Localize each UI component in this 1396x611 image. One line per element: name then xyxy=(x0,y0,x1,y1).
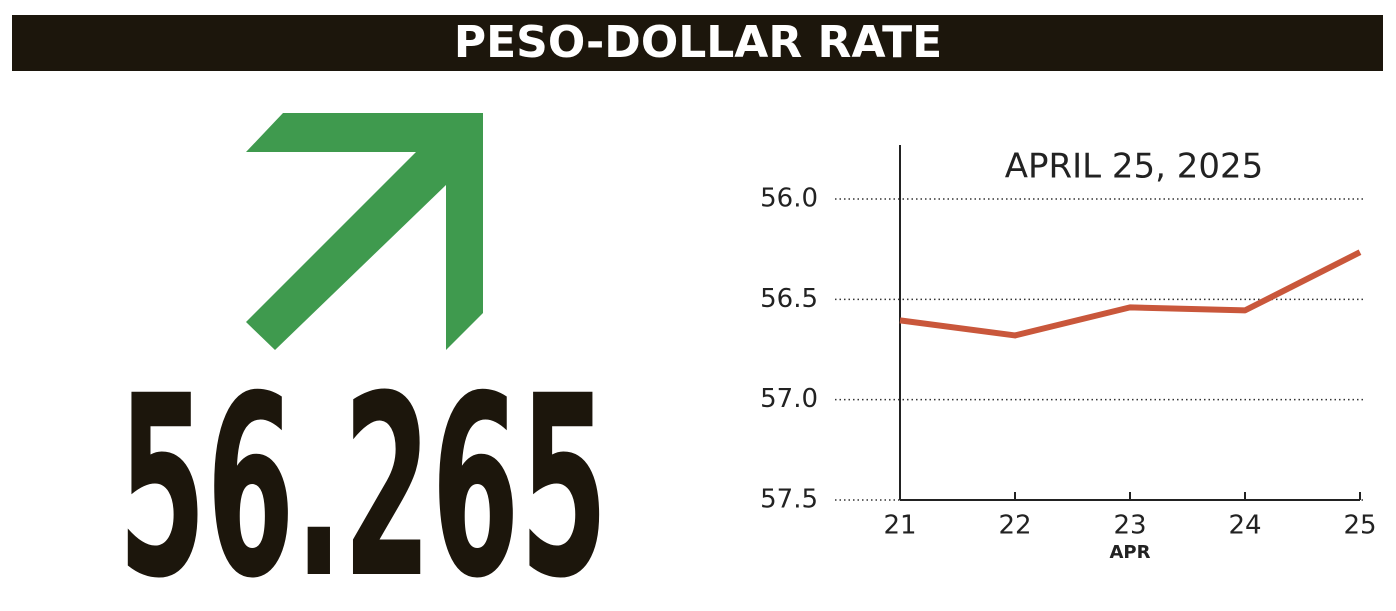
x-tick-label: 25 xyxy=(1343,511,1376,541)
y-tick-label: 56.0 xyxy=(760,184,818,214)
x-tick-label: 22 xyxy=(998,511,1031,541)
chart: 56.0 56.5 57.0 57.5 21 22 23 24 25 APR xyxy=(760,145,1377,563)
header-title: PESO-DOLLAR RATE xyxy=(454,17,942,68)
x-tick-label: 21 xyxy=(883,511,916,541)
x-tick-label: 24 xyxy=(1228,511,1261,541)
data-line xyxy=(899,249,1362,339)
up-arrow xyxy=(246,113,483,350)
x-tick-label: 23 xyxy=(1113,511,1146,541)
y-tick-label: 57.0 xyxy=(760,384,818,414)
header-bar xyxy=(12,15,1383,71)
x-axis-label: APR xyxy=(1110,542,1151,563)
y-tick-label: 56.5 xyxy=(760,284,818,314)
headline-value: 56.265 xyxy=(118,342,608,611)
y-tick-label: 57.5 xyxy=(760,485,818,515)
chart-subtitle: APRIL 25, 2025 xyxy=(1005,147,1264,187)
